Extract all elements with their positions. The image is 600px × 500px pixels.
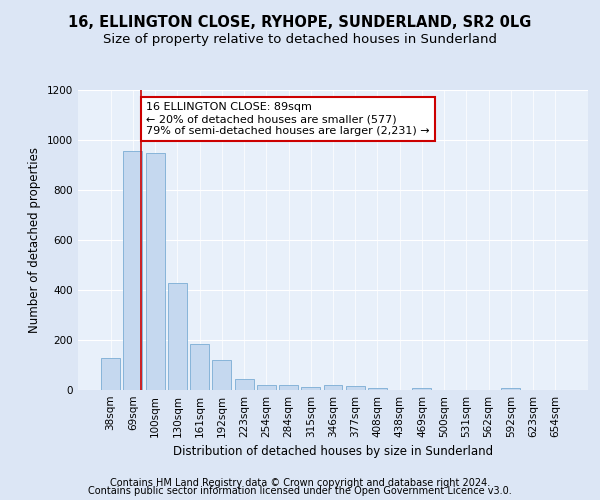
Bar xyxy=(346,386,365,390)
Bar xyxy=(368,388,387,390)
Bar xyxy=(168,282,187,390)
Bar xyxy=(101,358,120,390)
Text: Size of property relative to detached houses in Sunderland: Size of property relative to detached ho… xyxy=(103,32,497,46)
Text: Contains HM Land Registry data © Crown copyright and database right 2024.: Contains HM Land Registry data © Crown c… xyxy=(110,478,490,488)
Bar xyxy=(235,379,254,390)
Bar xyxy=(502,388,520,390)
Bar xyxy=(190,344,209,390)
X-axis label: Distribution of detached houses by size in Sunderland: Distribution of detached houses by size … xyxy=(173,446,493,458)
Bar xyxy=(257,384,276,390)
Text: Contains public sector information licensed under the Open Government Licence v3: Contains public sector information licen… xyxy=(88,486,512,496)
Bar xyxy=(301,386,320,390)
Text: 16, ELLINGTON CLOSE, RYHOPE, SUNDERLAND, SR2 0LG: 16, ELLINGTON CLOSE, RYHOPE, SUNDERLAND,… xyxy=(68,15,532,30)
Bar xyxy=(279,385,298,390)
Y-axis label: Number of detached properties: Number of detached properties xyxy=(28,147,41,333)
Bar xyxy=(412,388,431,390)
Bar xyxy=(124,151,142,390)
Bar xyxy=(146,153,164,390)
Bar xyxy=(323,385,343,390)
Bar xyxy=(212,360,231,390)
Text: 16 ELLINGTON CLOSE: 89sqm
← 20% of detached houses are smaller (577)
79% of semi: 16 ELLINGTON CLOSE: 89sqm ← 20% of detac… xyxy=(146,102,430,136)
